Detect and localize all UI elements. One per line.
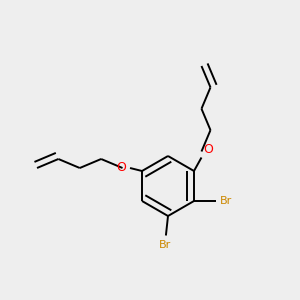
Text: Br: Br (159, 240, 171, 250)
Text: O: O (116, 161, 126, 175)
Text: O: O (203, 143, 213, 156)
Text: Br: Br (220, 196, 232, 206)
